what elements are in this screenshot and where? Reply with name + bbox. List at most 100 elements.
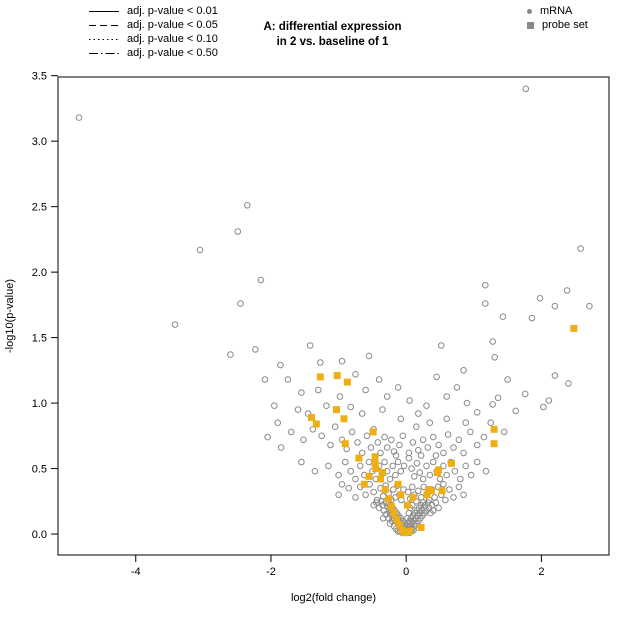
y-tick-label: 2.5 bbox=[32, 202, 47, 214]
mrna-point bbox=[271, 402, 278, 410]
mrna-point bbox=[440, 481, 447, 488]
mrna-point bbox=[565, 380, 572, 387]
mrna-point bbox=[444, 431, 452, 438]
mrna-point bbox=[411, 473, 418, 480]
mrna-point bbox=[397, 467, 405, 475]
mrna-point bbox=[467, 428, 474, 436]
mrna-point bbox=[406, 397, 413, 404]
probe-set-point bbox=[333, 372, 341, 380]
square-marker-icon bbox=[527, 21, 534, 29]
mrna-point bbox=[432, 499, 440, 506]
mrna-point bbox=[577, 245, 584, 252]
mrna-point bbox=[512, 407, 520, 415]
mrna-point bbox=[75, 114, 83, 121]
mrna-point bbox=[415, 446, 422, 454]
y-tick-label: 2.0 bbox=[32, 267, 47, 279]
mrna-point bbox=[489, 338, 497, 345]
mrna-point bbox=[389, 462, 397, 470]
mrna-point bbox=[435, 441, 442, 449]
mrna-point bbox=[473, 441, 481, 449]
probe-set-point bbox=[355, 454, 363, 462]
probe-set-point bbox=[379, 469, 386, 476]
mrna-point bbox=[331, 423, 339, 431]
pvalue-legend-label: adj. p-value < 0.50 bbox=[127, 47, 218, 59]
pvalue-legend-item: adj. p-value < 0.05 bbox=[88, 18, 218, 32]
mrna-point bbox=[397, 415, 405, 423]
mrna-point bbox=[358, 410, 366, 417]
mrna-point bbox=[363, 432, 371, 440]
mrna-point bbox=[348, 428, 356, 436]
mrna-point bbox=[352, 475, 359, 483]
probe-set-point bbox=[312, 420, 320, 428]
mrna-point bbox=[257, 276, 265, 284]
mrna-point bbox=[274, 419, 282, 427]
probe-set-point bbox=[490, 440, 498, 448]
probe-set-point bbox=[406, 527, 414, 535]
mrna-point bbox=[586, 302, 593, 310]
mrna-point bbox=[388, 436, 395, 444]
mrna-point bbox=[438, 342, 445, 349]
mrna-point bbox=[440, 449, 447, 457]
mrna-point bbox=[345, 484, 353, 492]
dotted-line-swatch bbox=[89, 38, 119, 40]
mrna-point bbox=[252, 346, 259, 353]
x-axis-label: log2(fold change) bbox=[291, 592, 376, 604]
mrna-point bbox=[429, 433, 437, 441]
mrna-point bbox=[381, 458, 388, 466]
mrna-point bbox=[335, 491, 342, 499]
mrna-point bbox=[429, 507, 437, 514]
probe-set-point bbox=[390, 509, 398, 517]
pvalue-legend-item: adj. p-value < 0.10 bbox=[88, 32, 218, 46]
mrna-point bbox=[450, 444, 457, 451]
mrna-point bbox=[409, 439, 417, 446]
mrna-point bbox=[323, 402, 330, 410]
plot-title-line1: A: differential expression bbox=[263, 21, 402, 33]
mrna-point bbox=[536, 295, 544, 302]
mrna-point bbox=[487, 419, 495, 427]
mrna-point bbox=[415, 410, 422, 417]
mrna-point bbox=[390, 486, 397, 493]
mrna-point bbox=[300, 436, 307, 444]
mrna-point bbox=[450, 494, 457, 501]
mrna-point bbox=[400, 462, 408, 470]
probe-set-point bbox=[381, 486, 389, 493]
mrna-point bbox=[504, 376, 511, 383]
probe-set-point bbox=[448, 459, 455, 467]
mrna-point bbox=[394, 384, 402, 391]
mrna-point bbox=[306, 342, 314, 349]
probe-set-point bbox=[385, 495, 393, 503]
mrna-point bbox=[294, 406, 302, 413]
mrna-point bbox=[365, 352, 373, 360]
mrna-point bbox=[551, 372, 559, 379]
mrna-point bbox=[374, 439, 382, 446]
mrna-point bbox=[429, 458, 437, 466]
mrna-point bbox=[551, 302, 559, 310]
probe-set-point bbox=[394, 480, 402, 488]
mrna-point bbox=[405, 454, 413, 462]
probe-set-point bbox=[377, 475, 384, 483]
x-tick-label: -2 bbox=[266, 566, 276, 578]
mrna-point bbox=[352, 371, 359, 378]
mrna-point bbox=[415, 487, 422, 495]
pvalue-legend-item: adj. p-value < 0.01 bbox=[88, 4, 218, 18]
pvalue-legend-item: adj. p-value < 0.50 bbox=[88, 46, 218, 60]
mrna-point bbox=[404, 488, 412, 496]
mrna-point bbox=[396, 441, 403, 449]
y-axis-label: -log10(p-value) bbox=[4, 279, 16, 353]
mrna-point bbox=[432, 452, 440, 459]
mrna-point bbox=[540, 403, 547, 411]
mrna-point bbox=[381, 433, 388, 441]
mrna-point bbox=[423, 402, 430, 410]
mrna-point bbox=[457, 475, 464, 483]
marker-legend: mRNA probe set bbox=[527, 4, 588, 32]
mrna-point bbox=[442, 496, 449, 504]
mrna-point bbox=[394, 458, 402, 466]
mrna-point bbox=[424, 444, 432, 451]
mrna-point bbox=[482, 281, 489, 289]
plot-title-line2: in 2 vs. baseline of 1 bbox=[276, 36, 389, 48]
probe-set-point bbox=[365, 472, 373, 480]
probe-set-point bbox=[371, 459, 379, 467]
mrna-point bbox=[417, 452, 425, 459]
probe-set-point bbox=[343, 378, 351, 386]
